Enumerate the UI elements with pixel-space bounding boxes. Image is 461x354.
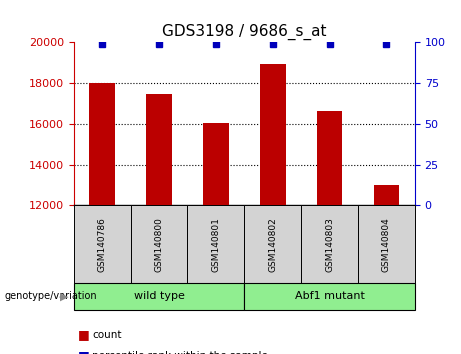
Bar [203,123,229,205]
Text: wild type: wild type [134,291,184,302]
Text: GSM140786: GSM140786 [98,217,106,272]
Bar [260,64,285,205]
Text: ■: ■ [78,349,90,354]
Title: GDS3198 / 9686_s_at: GDS3198 / 9686_s_at [162,23,326,40]
Bar [89,83,115,205]
Text: GSM140801: GSM140801 [212,217,220,272]
Text: ■: ■ [78,328,90,341]
Bar [374,185,399,205]
Text: percentile rank within the sample: percentile rank within the sample [92,351,268,354]
Text: GSM140804: GSM140804 [382,217,391,272]
Bar [317,111,343,205]
Text: GSM140800: GSM140800 [154,217,164,272]
Text: GSM140803: GSM140803 [325,217,334,272]
Bar [146,95,172,205]
Text: Abf1 mutant: Abf1 mutant [295,291,365,302]
Text: count: count [92,330,122,339]
Text: ▶: ▶ [60,291,69,302]
Text: genotype/variation: genotype/variation [5,291,97,302]
Text: GSM140802: GSM140802 [268,217,277,272]
